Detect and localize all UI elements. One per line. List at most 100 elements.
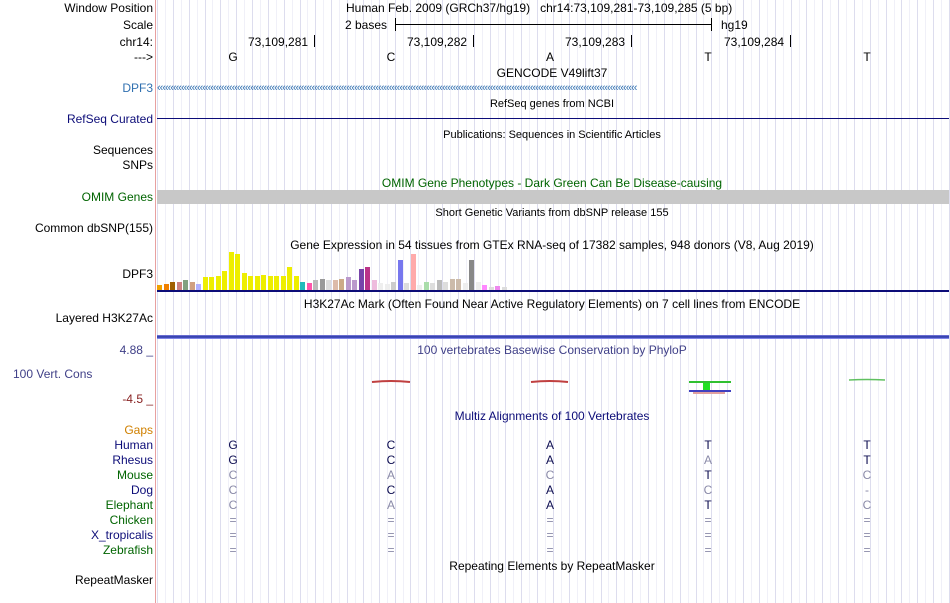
grid-line — [331, 0, 332, 603]
gtex-tissue-bar[interactable] — [320, 279, 325, 290]
gtex-expression-chart[interactable] — [157, 252, 949, 290]
gtex-tissue-bar[interactable] — [443, 282, 448, 290]
ruler-tick-2 — [473, 35, 474, 47]
alignment-base: C — [545, 468, 555, 482]
gtex-tissue-bar[interactable] — [417, 285, 422, 290]
gtex-tissue-bar[interactable] — [352, 280, 357, 290]
h3k27ac-track-label[interactable]: Layered H3K27Ac — [55, 311, 153, 325]
species-label[interactable]: Rhesus — [112, 453, 153, 467]
gtex-track-label[interactable]: DPF3 — [122, 267, 153, 281]
alignment-base: T — [704, 438, 712, 452]
gtex-tissue-bar[interactable] — [339, 279, 344, 290]
species-label[interactable]: Dog — [130, 483, 153, 497]
omim-phenotype-bar[interactable] — [157, 190, 949, 204]
omim-track-label[interactable]: OMIM Genes — [81, 190, 153, 204]
gtex-tissue-bar[interactable] — [190, 282, 195, 290]
gtex-tissue-bar[interactable] — [300, 282, 305, 290]
gtex-tissue-bar[interactable] — [170, 282, 175, 290]
publications-label-sequences[interactable]: Sequences — [92, 143, 153, 157]
gtex-tissue-bar[interactable] — [294, 276, 299, 290]
gtex-tissue-bar[interactable] — [242, 273, 247, 290]
gtex-tissue-bar[interactable] — [248, 276, 253, 290]
gtex-tissue-bar[interactable] — [183, 280, 188, 290]
gtex-tissue-bar[interactable] — [489, 287, 494, 290]
gtex-tissue-bar[interactable] — [482, 285, 487, 290]
gtex-tissue-bar[interactable] — [261, 275, 266, 290]
gtex-tissue-bar[interactable] — [372, 280, 377, 290]
gtex-tissue-bar[interactable] — [216, 276, 221, 290]
gtex-tissue-bar[interactable] — [222, 271, 227, 290]
gtex-tissue-bar[interactable] — [157, 285, 162, 290]
gtex-tissue-bar[interactable] — [424, 282, 429, 290]
gtex-tissue-bar[interactable] — [411, 254, 416, 290]
alignment-base: C — [228, 468, 238, 482]
phylop-track-label[interactable]: 100 Vert. Cons — [13, 367, 93, 381]
grid-line — [529, 0, 530, 603]
gtex-tissue-bar[interactable] — [307, 283, 312, 290]
grid-line — [339, 0, 340, 603]
grid-line — [513, 0, 514, 603]
gencode-track-label[interactable]: DPF3 — [122, 81, 153, 95]
gtex-tissue-bar[interactable] — [177, 282, 182, 290]
dbsnp-track-label[interactable]: Common dbSNP(155) — [34, 221, 153, 235]
gtex-tissue-bar[interactable] — [456, 279, 461, 290]
alignment-base: C — [862, 468, 872, 482]
repeatmasker-track-label[interactable]: RepeatMasker — [74, 573, 153, 587]
gtex-tissue-bar[interactable] — [430, 283, 435, 290]
gtex-tissue-bar[interactable] — [463, 283, 468, 290]
species-label[interactable]: Chicken — [109, 513, 153, 527]
grid-line — [751, 0, 752, 603]
gtex-tissue-bar[interactable] — [359, 269, 364, 290]
gtex-tissue-bar[interactable] — [274, 276, 279, 290]
publications-label-snps[interactable]: SNPs — [122, 158, 153, 172]
gtex-tissue-bar[interactable] — [437, 280, 442, 290]
chrom-label: chr14: — [119, 35, 153, 49]
gtex-tissue-bar[interactable] — [385, 284, 390, 290]
gtex-tissue-bar[interactable] — [398, 260, 403, 290]
gtex-tissue-bar[interactable] — [450, 279, 455, 290]
gtex-tissue-bar[interactable] — [391, 282, 396, 290]
gtex-tissue-bar[interactable] — [196, 284, 201, 290]
species-label[interactable]: Human — [114, 438, 153, 452]
gtex-tissue-bar[interactable] — [404, 283, 409, 290]
species-label[interactable]: Elephant — [105, 498, 153, 512]
multiz-gaps-label[interactable]: Gaps — [124, 423, 153, 437]
phylop-conservation-plot[interactable] — [157, 365, 949, 405]
grid-line — [434, 0, 435, 603]
grid-line — [157, 0, 158, 603]
refseq-gene-line[interactable] — [157, 118, 949, 119]
gtex-tissue-bar[interactable] — [333, 280, 338, 290]
gtex-tissue-bar[interactable] — [164, 284, 169, 290]
grid-line — [379, 0, 380, 603]
h3k27ac-signal[interactable] — [157, 335, 949, 339]
gtex-tissue-bar[interactable] — [255, 276, 260, 290]
gtex-tissue-bar[interactable] — [495, 286, 500, 290]
grid-line — [458, 0, 459, 603]
species-label[interactable]: Mouse — [116, 468, 153, 482]
gtex-tissue-bar[interactable] — [268, 276, 273, 290]
grid-line — [189, 0, 190, 603]
gtex-tissue-bar[interactable] — [287, 267, 292, 290]
gtex-tissue-bar[interactable] — [229, 252, 234, 290]
grid-line — [616, 0, 617, 603]
gtex-tissue-bar[interactable] — [203, 277, 208, 290]
gtex-tissue-bar[interactable] — [365, 267, 370, 290]
dpf3-gene-model[interactable]: ‹‹‹‹‹‹‹‹‹‹‹‹‹‹‹‹‹‹‹‹‹‹‹‹‹‹‹‹‹‹‹‹‹‹‹‹‹‹‹‹… — [157, 82, 637, 94]
gtex-tissue-bar[interactable] — [326, 280, 331, 290]
gtex-tissue-bar[interactable] — [209, 277, 214, 290]
refseq-track-label[interactable]: RefSeq Curated — [66, 112, 153, 126]
gtex-tissue-bar[interactable] — [469, 260, 474, 290]
alignment-base: C — [703, 483, 713, 497]
gtex-tissue-bar[interactable] — [378, 283, 383, 290]
grid-line — [846, 0, 847, 603]
gtex-tissue-bar[interactable] — [281, 276, 286, 290]
alignment-base: A — [386, 498, 395, 512]
gtex-tissue-bar[interactable] — [476, 282, 481, 290]
gtex-tissue-bar[interactable] — [502, 287, 507, 290]
gtex-tissue-bar[interactable] — [313, 280, 318, 290]
gtex-tissue-bar[interactable] — [346, 277, 351, 290]
species-label[interactable]: X_tropicalis — [90, 528, 153, 542]
gtex-tissue-bar[interactable] — [235, 254, 240, 290]
species-label[interactable]: Zebrafish — [102, 543, 153, 557]
